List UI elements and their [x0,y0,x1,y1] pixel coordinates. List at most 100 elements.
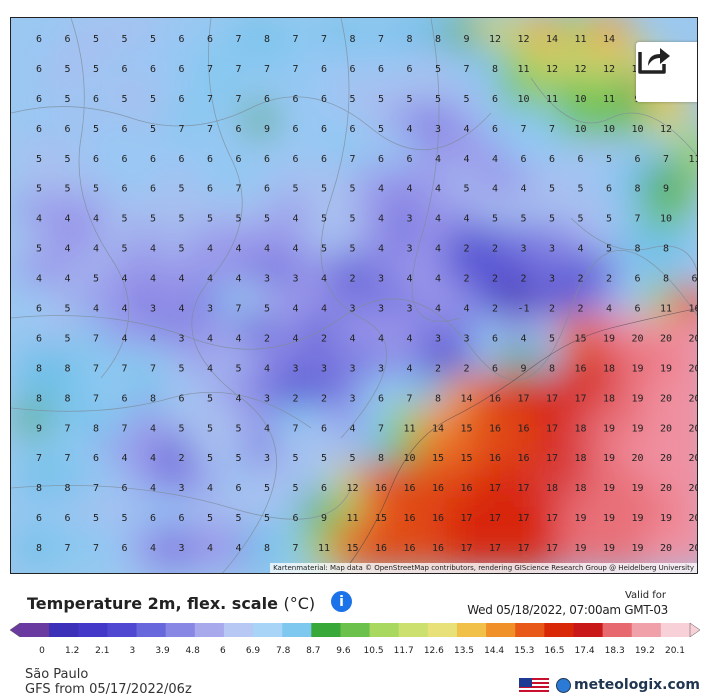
temperature-label: 3 [378,274,384,285]
brand-name: meteologix.com [574,677,700,693]
temperature-label: 4 [150,543,156,554]
temperature-label: 16 [432,483,444,494]
temperature-label: 9 [663,184,669,195]
temperature-label: 8 [264,34,270,45]
temperature-label: 5 [378,94,384,105]
temperature-label: 6 [207,184,213,195]
temperature-label: 20 [688,543,698,554]
temperature-label: 4 [463,154,469,165]
temperature-label: 4 [435,303,441,314]
us-flag-icon[interactable] [519,678,549,694]
temperature-label: 4 [36,214,42,225]
temperature-label: 6 [178,94,184,105]
temperature-label: 6 [235,483,241,494]
temperature-label: 11 [603,94,615,105]
temperature-label: 7 [378,34,384,45]
temperature-label: 10 [603,124,615,135]
temperature-label: 18 [574,483,586,494]
temperature-label: 8 [492,64,498,75]
temperature-label: 6 [606,184,612,195]
temperature-label: 11 [574,34,586,45]
temperature-label: 2 [577,303,583,314]
temperature-label: 5 [235,453,241,464]
temperature-label: 8 [435,393,441,404]
temperature-label: 3 [406,244,412,255]
temperature-label: 2 [435,363,441,374]
temperature-label: 4 [463,214,469,225]
temperature-label: 6 [492,333,498,344]
scale-cell [660,623,691,637]
map-title: Temperature 2m, flex. scale (°C) [27,594,315,613]
scale-tick-label: 6.9 [245,646,261,656]
temperature-label: 11 [660,303,672,314]
temperature-label: 5 [463,184,469,195]
temperature-label: 7 [235,34,241,45]
temperature-label: 17 [460,513,472,524]
temperature-label: 6 [36,64,42,75]
temperature-label: 4 [121,303,127,314]
temperature-label: 9 [321,513,327,524]
scale-cell [136,623,167,637]
temperature-label: 6 [36,513,42,524]
map-title-text: Temperature 2m, flex. scale [27,594,278,613]
temperature-label: 3 [349,393,355,404]
temperature-label: 3 [378,363,384,374]
temperature-label: 5 [64,184,70,195]
temperature-label: 6 [121,154,127,165]
temperature-label: 5 [178,244,184,255]
scale-cell [602,623,633,637]
scale-tick-label: 11.7 [393,646,414,656]
scale-tick-label: 6 [219,646,226,656]
temperature-label: 4 [292,214,298,225]
scale-cell [398,623,429,637]
brand-logo[interactable]: meteologix.com [556,677,700,693]
temperature-label: 19 [574,513,586,524]
temperature-label: 6 [691,274,697,285]
scale-tick-label: 2.1 [95,646,110,656]
temperature-label: 4 [378,184,384,195]
temperature-label: 4 [121,274,127,285]
temperature-label: 3 [406,214,412,225]
temperature-label: 4 [178,274,184,285]
temperature-label: 6 [178,154,184,165]
temperature-label: 7 [520,124,526,135]
temperature-label: 4 [492,184,498,195]
temperature-label: 5 [264,214,270,225]
temperature-label: 11 [546,94,558,105]
temperature-label: 5 [321,184,327,195]
temperature-label: 4 [235,333,241,344]
temperature-label: 4 [292,303,298,314]
temperature-label: 6 [378,393,384,404]
temperature-label: 4 [349,333,355,344]
temperature-label: 6 [264,94,270,105]
info-icon[interactable]: i [331,591,352,612]
temperature-label: 17 [546,543,558,554]
temperature-label: 16 [432,543,444,554]
temperature-label: 20 [660,393,672,404]
temperature-label: 3 [406,303,412,314]
temperature-label: 7 [549,124,555,135]
temperature-label: 6 [321,94,327,105]
temperature-label: 8 [93,423,99,434]
scale-cell [253,623,283,637]
temperature-label: 7 [292,64,298,75]
temperature-label: 6 [349,124,355,135]
temperature-label: 4 [577,244,583,255]
temperature-label: 7 [235,64,241,75]
temperature-label: 17 [546,393,558,404]
share-button[interactable] [636,42,697,102]
temperature-label: 6 [121,543,127,554]
scale-cell [456,623,487,637]
temperature-label: 6 [321,154,327,165]
temperature-label: 15 [460,453,472,464]
temperature-label: 5 [64,333,70,344]
temperature-label: 7 [178,124,184,135]
temperature-label: 7 [93,543,99,554]
temperature-label: 7 [264,64,270,75]
weather-map[interactable]: 6 6 5 5 5 6 6 7 8 7 7 8 7 8 8 9 12 12 14 11 14 6 5 5 6 6 6 7 7 7 7 6 6 6 6… [10,17,698,574]
temperature-label: 7 [349,154,355,165]
temperature-label: 16 [517,453,529,464]
temperature-label: 8 [634,184,640,195]
scale-tick-label: 17.4 [574,646,595,656]
temperature-label: 4 [207,333,213,344]
